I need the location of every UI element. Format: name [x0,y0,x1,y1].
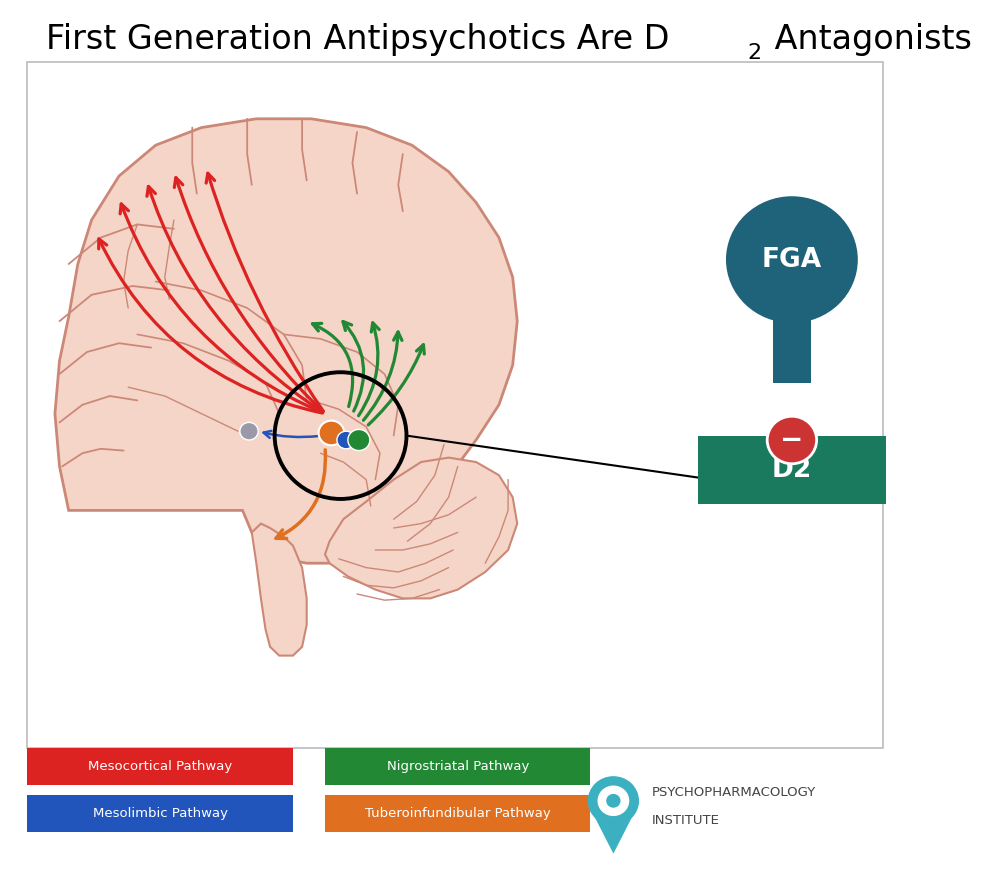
Text: −: − [780,426,804,454]
Circle shape [598,786,629,816]
Text: 2: 2 [747,43,761,62]
FancyArrowPatch shape [147,187,323,412]
FancyArrowPatch shape [174,178,323,412]
Circle shape [240,422,258,440]
Polygon shape [252,524,307,656]
FancyArrowPatch shape [206,173,324,411]
Circle shape [337,431,356,449]
FancyBboxPatch shape [325,795,591,832]
Circle shape [319,421,345,445]
Text: D2: D2 [772,457,812,483]
Polygon shape [55,119,517,563]
Text: INSTITUTE: INSTITUTE [651,814,720,826]
FancyBboxPatch shape [773,260,811,383]
FancyArrowPatch shape [264,431,320,438]
FancyBboxPatch shape [325,748,591,785]
FancyArrowPatch shape [313,323,353,407]
Polygon shape [325,458,517,598]
Circle shape [348,429,370,451]
Circle shape [588,776,639,825]
Text: PSYCHOPHARMACOLOGY: PSYCHOPHARMACOLOGY [651,786,816,798]
FancyBboxPatch shape [697,436,886,504]
FancyBboxPatch shape [28,62,883,748]
FancyBboxPatch shape [28,748,293,785]
Text: Tuberoinfundibular Pathway: Tuberoinfundibular Pathway [365,807,551,819]
Text: FGA: FGA [762,246,822,273]
FancyArrowPatch shape [121,204,323,413]
Text: First Generation Antipsychotics Are D: First Generation Antipsychotics Are D [46,23,669,56]
Polygon shape [588,803,639,854]
Text: Mesolimbic Pathway: Mesolimbic Pathway [93,807,228,819]
FancyArrowPatch shape [359,323,379,415]
Text: Antagonists: Antagonists [765,23,972,56]
FancyArrowPatch shape [276,450,326,539]
Circle shape [726,196,858,323]
Text: Nigrostriatal Pathway: Nigrostriatal Pathway [386,760,529,773]
FancyArrowPatch shape [369,345,424,425]
FancyArrowPatch shape [99,239,323,413]
Circle shape [767,416,817,464]
FancyArrowPatch shape [364,332,402,421]
FancyBboxPatch shape [28,795,293,832]
Circle shape [607,794,621,808]
Text: Mesocortical Pathway: Mesocortical Pathway [88,760,232,773]
FancyArrowPatch shape [343,321,364,411]
